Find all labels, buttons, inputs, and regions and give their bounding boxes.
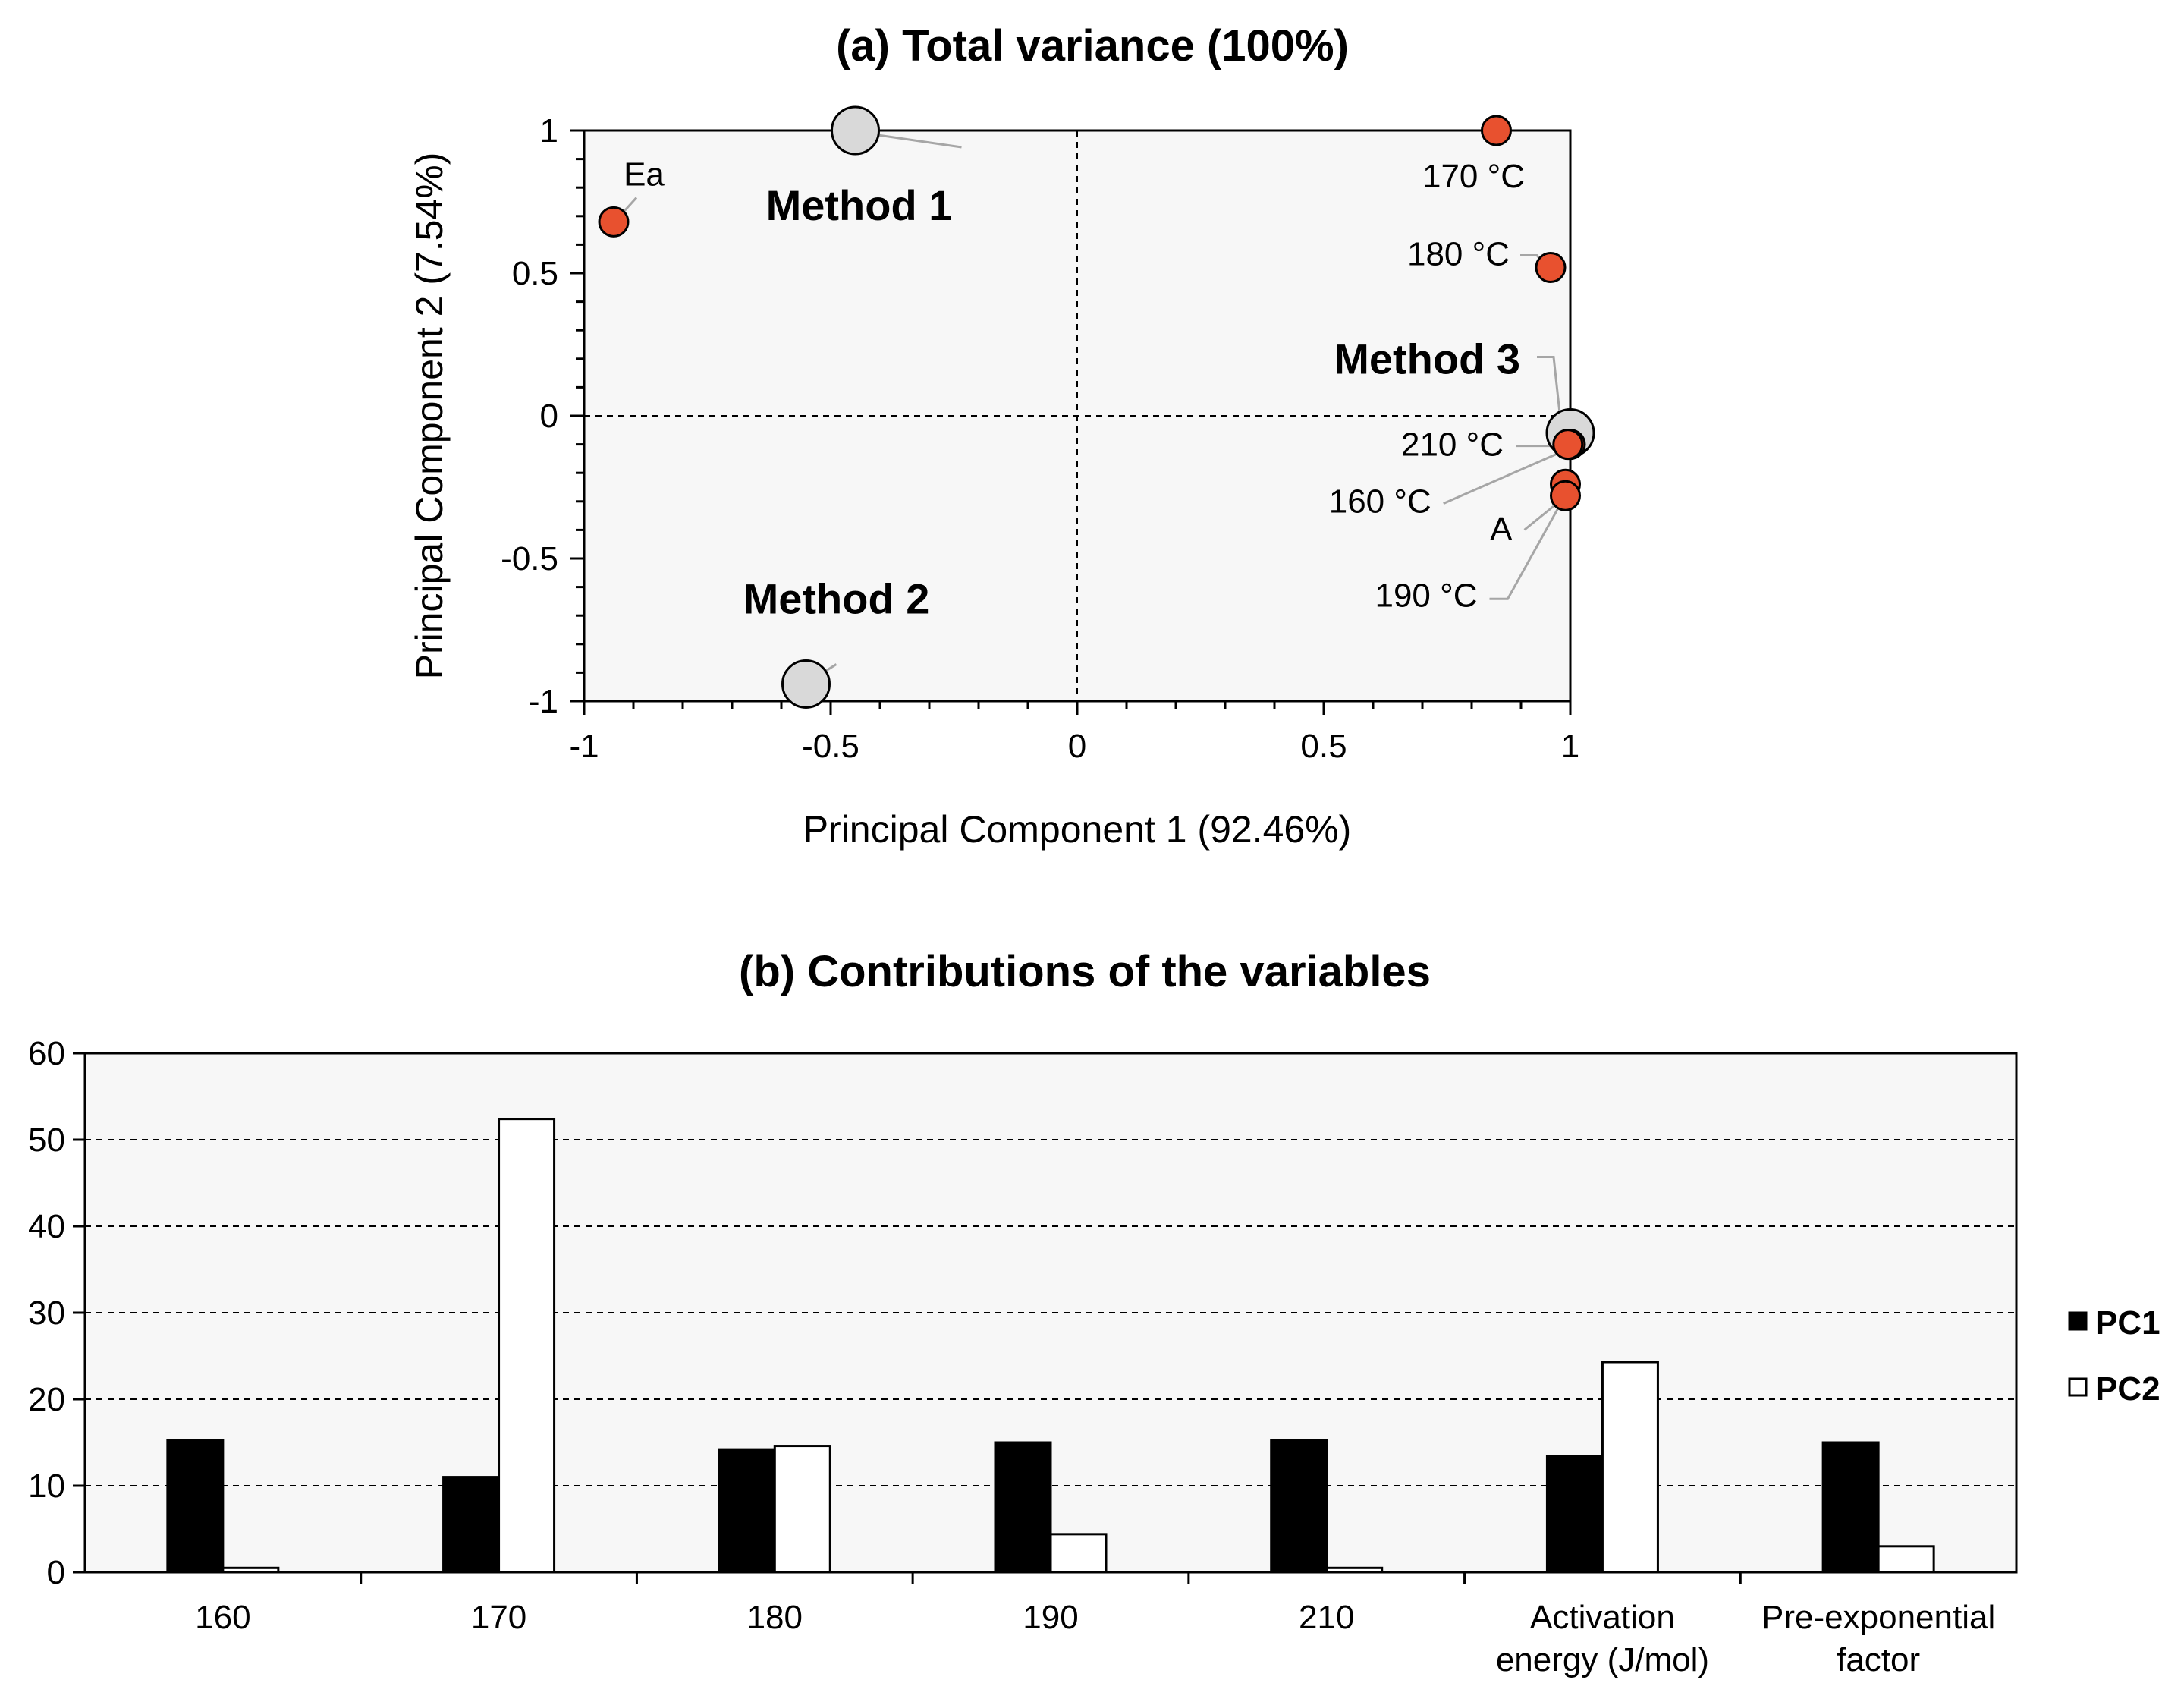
leader-line — [1443, 449, 1566, 505]
bar-category-label: 210 — [1299, 1599, 1354, 1636]
scatter-x-axis-label: Principal Component 1 (92.46%) — [803, 808, 1352, 851]
scatter-chart: (a) Total variance (100%) -1 -0.5 0 0.5 1-1-… — [408, 21, 1595, 851]
scatter-x-tick-label: 0.5 — [1300, 728, 1347, 765]
bar-y-tick-label: 40 — [28, 1208, 65, 1245]
method-label: Method 2 — [743, 574, 930, 622]
bar-category-label: 190 — [1023, 1599, 1078, 1636]
method-label: Method 1 — [766, 181, 953, 229]
legend-label-pc2: PC2 — [2095, 1370, 2160, 1408]
legend-label-pc1: PC1 — [2095, 1304, 2160, 1342]
bar-pc2 — [1601, 1361, 1659, 1574]
bar-y-tick-label: 60 — [28, 1035, 65, 1072]
scatter-y-tick-label: -1 — [529, 683, 558, 720]
bar-y-tick-label: 30 — [28, 1295, 65, 1332]
variable-point — [1550, 480, 1581, 511]
scatter-variable-points — [598, 115, 1586, 511]
leader-line — [621, 197, 638, 214]
method-label: Method 3 — [1334, 335, 1520, 383]
method-marker — [831, 105, 880, 156]
scatter-ticks: -1 -0.5 0 0.5 1 -1 -0.5 0 0.5 1 — [501, 112, 1579, 765]
scatter-y-axis-label: Principal Component 2 (7.54%) — [408, 153, 451, 680]
bar-y-tick-label: 0 — [47, 1554, 65, 1591]
scatter-x-tick-label: 0 — [1068, 728, 1086, 765]
bar-pc1 — [718, 1448, 776, 1574]
bar-category-label: energy (J/mol) — [1496, 1641, 1709, 1678]
bar-pc1 — [442, 1476, 501, 1574]
bar-y-tick-label: 10 — [28, 1468, 65, 1505]
variable-label: A — [1490, 511, 1513, 548]
variable-label: 160 °C — [1329, 483, 1431, 521]
bar-pc2 — [773, 1445, 831, 1574]
variable-label: Ea — [624, 156, 665, 193]
bar-pc2 — [1049, 1533, 1108, 1574]
variable-point — [1535, 251, 1567, 283]
bar-pc1 — [1270, 1439, 1328, 1574]
variable-label: 210 °C — [1401, 426, 1504, 464]
bar-x-ticks: 160 170 180 190 210 Activation energy (J/mol) P… — [195, 1572, 1995, 1678]
variable-label: 170 °C — [1422, 158, 1525, 195]
scatter-y-tick-label: -0.5 — [501, 540, 558, 577]
bar-y-tick-label: 50 — [28, 1122, 65, 1159]
bar-title: (b) Contributions of the variables — [739, 947, 1431, 996]
bar-category-label: Activation — [1530, 1599, 1675, 1636]
scatter-y-tick-label: 0.5 — [512, 255, 558, 292]
bar-pc1 — [1545, 1455, 1604, 1574]
leader-line — [1537, 356, 1563, 427]
bar-category-label: 170 — [471, 1599, 526, 1636]
variable-label: 190 °C — [1375, 577, 1477, 614]
scatter-point-labels: Method 1 Method 2 Method 3 Ea 170 °C 180 °C 21… — [624, 156, 1525, 622]
scatter-y-tick-label: 0 — [540, 398, 558, 435]
scatter-y-tick-label: 1 — [540, 112, 558, 149]
bar-y-tick-label: 20 — [28, 1381, 65, 1418]
bar-category-label: 180 — [747, 1599, 803, 1636]
bar-pc1 — [166, 1439, 225, 1574]
legend-swatch-pc1 — [2068, 1311, 2088, 1331]
variable-point — [1481, 115, 1512, 146]
bar-pc2 — [498, 1118, 556, 1574]
bar-series — [166, 1118, 1935, 1574]
bar-pc1 — [1821, 1441, 1880, 1574]
bar-category-label: Pre-exponential — [1761, 1599, 1995, 1636]
bar-pc1 — [994, 1441, 1052, 1574]
leader-line — [867, 132, 962, 149]
leader-line — [1489, 502, 1562, 600]
bar-pc2 — [1877, 1545, 1935, 1574]
variable-point — [598, 206, 630, 238]
bar-chart: (b) Contributions of the variables 0 10 20… — [28, 947, 2160, 1678]
variable-label: 180 °C — [1407, 235, 1510, 272]
scatter-x-tick-label: -1 — [569, 728, 599, 765]
bar-legend: PC1 PC2 — [2068, 1304, 2160, 1408]
bar-category-label: factor — [1837, 1641, 1920, 1678]
scatter-x-tick-label: 1 — [1561, 728, 1579, 765]
scatter-x-tick-label: -0.5 — [802, 728, 859, 765]
legend-swatch-pc2 — [2068, 1377, 2088, 1397]
bar-gridlines — [85, 1139, 2016, 1486]
bar-y-ticks: 0 10 20 30 40 50 60 — [28, 1035, 85, 1591]
scatter-title: (a) Total variance (100%) — [836, 21, 1349, 71]
variable-point — [1552, 429, 1584, 461]
method-marker — [781, 659, 831, 709]
bar-category-label: 160 — [195, 1599, 250, 1636]
